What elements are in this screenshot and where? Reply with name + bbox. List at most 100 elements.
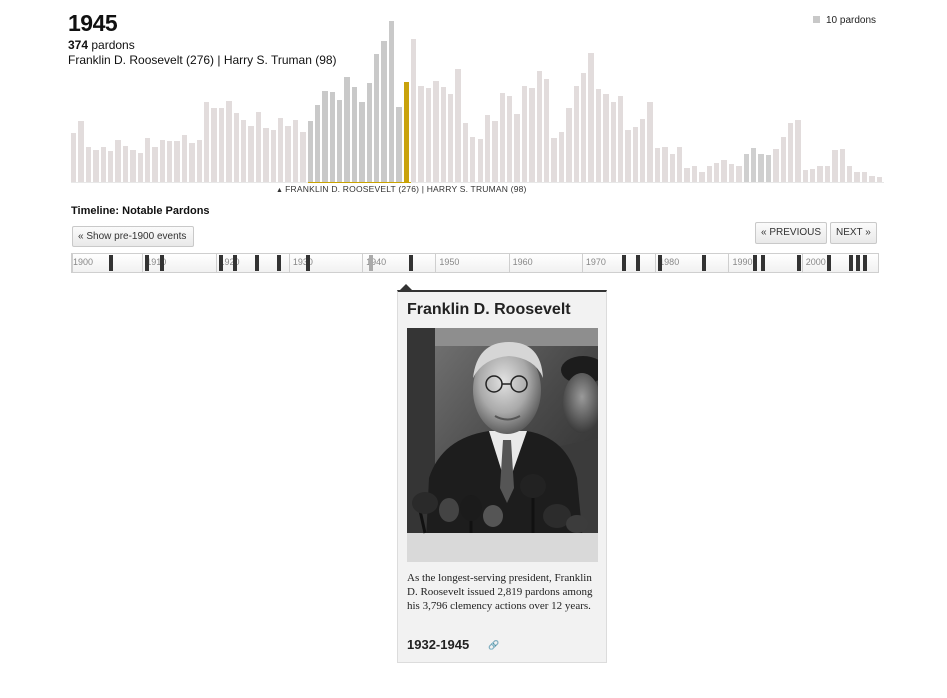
bar-1905[interactable] — [107, 151, 114, 183]
timeline-event[interactable] — [848, 255, 853, 271]
bar-1907[interactable] — [122, 146, 129, 183]
bar-1926[interactable] — [263, 128, 269, 183]
bar-1946[interactable] — [410, 39, 417, 183]
bar-1955[interactable] — [477, 139, 483, 183]
timeline-event-selected[interactable] — [368, 255, 373, 271]
bar-2005[interactable] — [847, 166, 853, 183]
timeline-event[interactable] — [863, 255, 868, 271]
bar-1913[interactable] — [167, 141, 173, 183]
bar-1934[interactable] — [322, 91, 328, 183]
bar-1909[interactable] — [137, 153, 143, 183]
timeline-event[interactable] — [145, 255, 150, 271]
bar-1937[interactable] — [344, 77, 350, 183]
bar-1997[interactable] — [787, 123, 794, 183]
timeline-event[interactable] — [636, 255, 641, 271]
bar-1952[interactable] — [455, 69, 461, 183]
bar-1923[interactable] — [240, 120, 247, 183]
timeline-event[interactable] — [233, 255, 238, 271]
bar-1958[interactable] — [499, 93, 506, 183]
bar-1960[interactable] — [514, 114, 520, 183]
bar-1994[interactable] — [765, 155, 772, 183]
bar-1954[interactable] — [470, 137, 476, 183]
bar-1957[interactable] — [492, 121, 498, 183]
bar-1996[interactable] — [780, 137, 786, 183]
bar-2003[interactable] — [832, 150, 838, 183]
bar-1903[interactable] — [93, 150, 99, 183]
bar-1968[interactable] — [573, 86, 579, 183]
bar-1973[interactable] — [610, 102, 616, 183]
bar-2001[interactable] — [817, 166, 823, 183]
bar-1976[interactable] — [632, 127, 639, 183]
bar-1979[interactable] — [654, 148, 661, 183]
previous-button[interactable]: « PREVIOUS — [755, 222, 828, 244]
bar-1983[interactable] — [684, 168, 690, 183]
bar-1956[interactable] — [484, 115, 491, 183]
bar-1935[interactable] — [329, 92, 336, 183]
bar-1987[interactable] — [714, 163, 720, 183]
bar-1972[interactable] — [603, 94, 609, 183]
bar-1940[interactable] — [366, 83, 373, 183]
bar-1967[interactable] — [566, 108, 572, 183]
bar-1950[interactable] — [440, 87, 446, 183]
bar-1904[interactable] — [100, 147, 106, 183]
bar-1966[interactable] — [558, 132, 565, 183]
bar-2000[interactable] — [810, 169, 816, 183]
bar-1921[interactable] — [226, 101, 232, 183]
timeline-event[interactable] — [409, 255, 414, 271]
timeline-event[interactable] — [826, 255, 831, 271]
bar-1961[interactable] — [521, 86, 528, 183]
bar-1931[interactable] — [300, 132, 306, 183]
bar-1902[interactable] — [85, 147, 92, 183]
bar-1982[interactable] — [677, 147, 683, 183]
bar-1933[interactable] — [314, 105, 321, 183]
timeline-event[interactable] — [621, 255, 626, 271]
bar-1999[interactable] — [802, 170, 809, 183]
timeline-event[interactable] — [255, 255, 260, 271]
bar-1927[interactable] — [270, 130, 276, 183]
bar-1948[interactable] — [425, 88, 432, 183]
timeline-event[interactable] — [658, 255, 663, 271]
bar-1995[interactable] — [773, 149, 779, 183]
timeline-event[interactable] — [702, 255, 707, 271]
timeline-event[interactable] — [306, 255, 311, 271]
bar-1939[interactable] — [359, 102, 365, 183]
timeline-event[interactable] — [760, 255, 765, 271]
bar-1911[interactable] — [152, 147, 158, 183]
bar-1920[interactable] — [218, 108, 225, 183]
bar-1978[interactable] — [647, 102, 653, 183]
timeline-event[interactable] — [277, 255, 282, 271]
bar-1998[interactable] — [795, 120, 801, 183]
bar-1984[interactable] — [691, 166, 698, 183]
bar-1992[interactable] — [750, 148, 757, 183]
bar-1901[interactable] — [78, 121, 84, 183]
bar-1980[interactable] — [662, 147, 668, 183]
bar-1953[interactable] — [462, 123, 469, 183]
bar-1947[interactable] — [418, 86, 424, 183]
bar-1949[interactable] — [433, 81, 439, 183]
link-icon[interactable]: 🔗 — [488, 640, 500, 650]
bar-1991[interactable] — [743, 154, 749, 183]
bar-1919[interactable] — [211, 108, 217, 183]
bar-1922[interactable] — [233, 113, 239, 183]
timeline-event[interactable] — [218, 255, 223, 271]
bar-2009[interactable] — [876, 177, 882, 183]
bar-1963[interactable] — [536, 71, 543, 183]
bar-2008[interactable] — [869, 176, 875, 183]
bar-1917[interactable] — [196, 140, 203, 183]
bar-1929[interactable] — [285, 126, 291, 183]
bar-1915[interactable] — [181, 135, 188, 183]
bar-1962[interactable] — [529, 88, 535, 183]
bar-2006[interactable] — [854, 172, 860, 183]
bar-1964[interactable] — [544, 79, 550, 183]
show-pre-1900-button[interactable]: « Show pre-1900 events — [72, 226, 194, 247]
bar-1914[interactable] — [174, 141, 180, 183]
bar-1916[interactable] — [189, 143, 195, 183]
bar-1906[interactable] — [115, 140, 121, 183]
bar-1924[interactable] — [248, 126, 254, 183]
bar-1993[interactable] — [758, 154, 764, 183]
timeline-strip[interactable]: 1900 1910 1920 1930 1940 1950 1960 1970 1980 1990… — [71, 253, 879, 273]
bar-1969[interactable] — [580, 73, 587, 183]
bar-1986[interactable] — [706, 166, 712, 183]
bar-1990[interactable] — [736, 166, 742, 183]
bar-1936[interactable] — [337, 100, 343, 183]
